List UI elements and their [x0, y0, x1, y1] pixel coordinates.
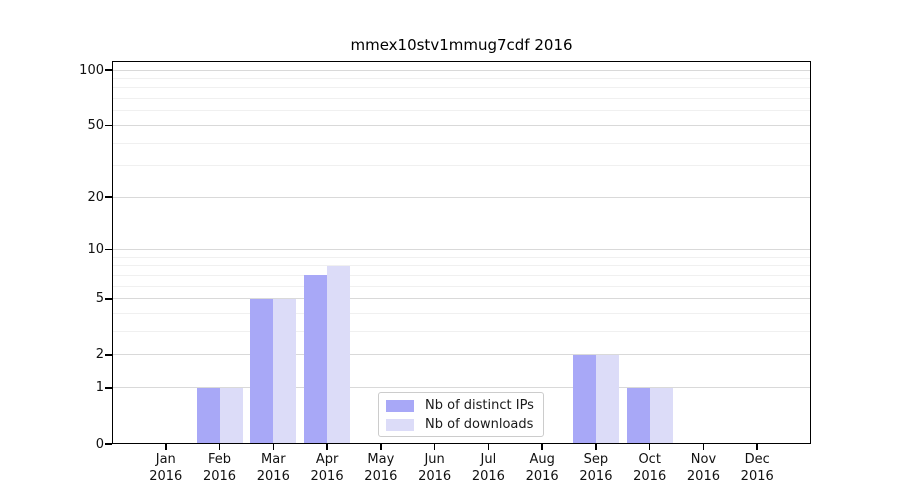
bar-distinct-ips-feb — [196, 387, 220, 443]
legend-label-downloads: Nb of downloads — [425, 417, 534, 432]
legend: Nb of distinct IPs Nb of downloads — [378, 392, 544, 437]
x-tick-label: Apr 2016 — [310, 452, 344, 484]
gridline-minor — [113, 77, 810, 79]
bar-distinct-ips-sep — [572, 354, 596, 443]
bar-downloads-oct — [649, 387, 673, 443]
y-tick-label: 0 — [95, 436, 104, 452]
x-tick — [648, 444, 651, 450]
y-tick — [105, 387, 112, 389]
x-tick-label: Jun 2016 — [418, 452, 452, 484]
x-tick-label: May 2016 — [364, 452, 398, 484]
gridline-major — [113, 124, 810, 126]
gridline-major — [113, 387, 810, 389]
gridline-minor — [113, 265, 810, 267]
x-tick — [218, 444, 221, 450]
y-tick-label: 20 — [87, 189, 104, 205]
y-tick-label: 10 — [87, 242, 104, 258]
x-tick-label: Sep 2016 — [579, 452, 613, 484]
x-tick — [756, 444, 759, 450]
x-tick — [541, 444, 543, 450]
chart-title: mmex10stv1mmug7cdf 2016 — [350, 36, 573, 54]
y-tick — [105, 124, 112, 127]
y-tick-label: 100 — [79, 62, 104, 78]
x-tick — [433, 444, 436, 450]
x-tick-label: Jan 2016 — [149, 452, 183, 484]
bar-distinct-ips-mar — [250, 298, 274, 443]
gridline-minor — [113, 274, 810, 276]
gridline-minor — [113, 98, 810, 100]
gridline-major — [113, 249, 810, 251]
y-tick — [105, 248, 112, 251]
y-tick-label: 50 — [87, 117, 104, 133]
x-tick-label: Feb 2016 — [202, 452, 237, 484]
y-tick — [105, 69, 112, 71]
y-tick-label: 2 — [95, 347, 104, 363]
bar-distinct-ips-oct — [626, 387, 650, 443]
gridline-major — [113, 196, 810, 198]
x-tick — [380, 444, 382, 450]
y-tick-label: 1 — [95, 380, 104, 396]
gridline-minor — [113, 285, 810, 287]
x-tick-label: Aug 2016 — [525, 452, 559, 484]
x-tick — [164, 444, 167, 450]
gridline-minor — [113, 165, 810, 167]
gridline-minor — [113, 313, 810, 315]
x-tick-label: Nov 2016 — [686, 452, 720, 484]
x-tick — [595, 444, 597, 450]
gridline-minor — [113, 87, 810, 89]
bar-downloads-apr — [327, 265, 351, 443]
x-tick-label: Oct 2016 — [633, 452, 667, 484]
x-tick-label: Mar 2016 — [256, 452, 290, 484]
gridline-major — [113, 354, 810, 356]
y-tick — [105, 297, 112, 300]
legend-item-downloads: Nb of downloads — [386, 418, 535, 432]
x-tick — [702, 444, 705, 450]
bar-distinct-ips-apr — [304, 275, 328, 443]
bar-downloads-sep — [595, 354, 619, 443]
x-tick — [326, 444, 328, 450]
x-tick — [487, 444, 490, 450]
y-tick — [105, 443, 112, 445]
legend-label-ips: Nb of distinct IPs — [425, 398, 534, 413]
x-tick-label: Jul 2016 — [471, 452, 505, 484]
y-tick — [105, 354, 112, 356]
gridline-minor — [113, 110, 810, 112]
legend-swatch-downloads — [386, 419, 414, 431]
bar-downloads-mar — [273, 298, 297, 443]
x-tick-label: Dec 2016 — [740, 452, 774, 484]
gridline-minor — [113, 256, 810, 258]
gridline-major — [113, 298, 810, 300]
y-tick — [105, 196, 112, 199]
legend-swatch-ips — [386, 400, 414, 412]
gridline-minor — [113, 142, 810, 144]
gridline-minor — [113, 331, 810, 333]
gridline-major — [113, 69, 810, 71]
y-tick-label: 5 — [95, 291, 104, 307]
legend-item-distinct-ips: Nb of distinct IPs — [386, 399, 535, 413]
bar-downloads-feb — [219, 387, 243, 443]
x-tick — [272, 444, 275, 450]
